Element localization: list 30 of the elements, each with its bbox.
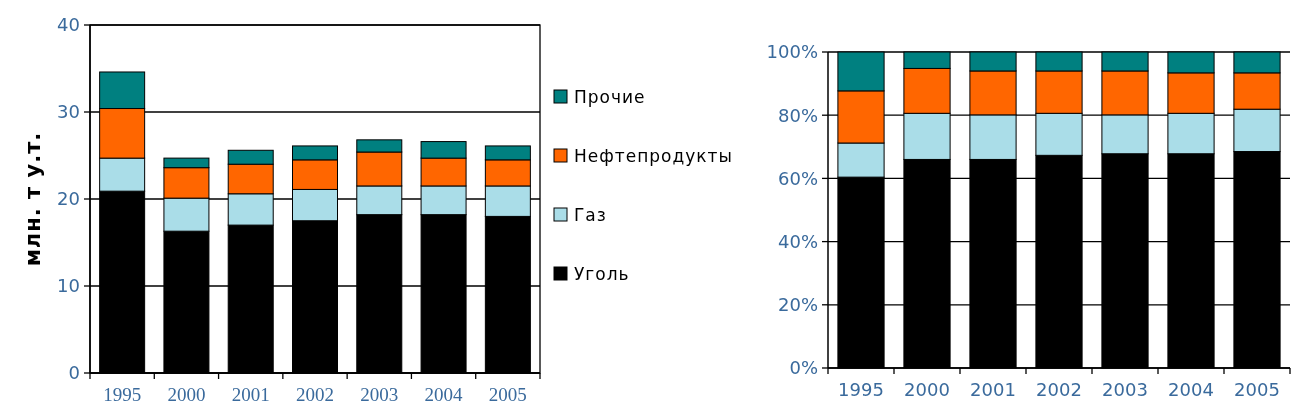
x-tick-label: 2000 [904, 379, 950, 400]
y-tick-label: 100% [766, 41, 818, 63]
x-tick-label: 2002 [1036, 379, 1082, 400]
y-tick-label: 20% [777, 294, 818, 316]
x-tick-label: 2005 [488, 384, 527, 405]
x-tick-label: 1995 [838, 379, 884, 400]
y-tick-label: 10 [57, 275, 80, 297]
x-tick-label: 2001 [231, 384, 270, 405]
y-tick-label: 60% [777, 167, 818, 189]
legend-label: Прочие [574, 86, 646, 107]
legend-label: Нефтепродукты [574, 145, 733, 166]
x-tick-label: 2005 [1234, 379, 1280, 400]
x-tick-label: 2003 [360, 384, 399, 405]
y-tick-label: 0% [789, 357, 818, 379]
y-tick-label: 80% [777, 104, 818, 126]
x-tick-label: 2001 [970, 379, 1016, 400]
y-axis-title: млн. т у.т. [21, 131, 45, 267]
x-tick-label: 2000 [167, 384, 206, 405]
x-tick-label: 2002 [296, 384, 334, 405]
legend-label: Уголь [574, 263, 630, 284]
x-tick-label: 1995 [103, 384, 142, 405]
y-tick-label: 30 [57, 101, 80, 123]
y-tick-label: 40% [777, 230, 818, 252]
y-tick-label: 0 [68, 362, 80, 384]
x-tick-label: 2004 [424, 384, 464, 405]
x-tick-label: 2003 [1102, 379, 1148, 400]
y-tick-label: 20 [57, 188, 80, 210]
y-tick-label: 40 [57, 14, 80, 36]
legend-label: Газ [574, 204, 607, 225]
x-tick-label: 2004 [1168, 379, 1214, 400]
